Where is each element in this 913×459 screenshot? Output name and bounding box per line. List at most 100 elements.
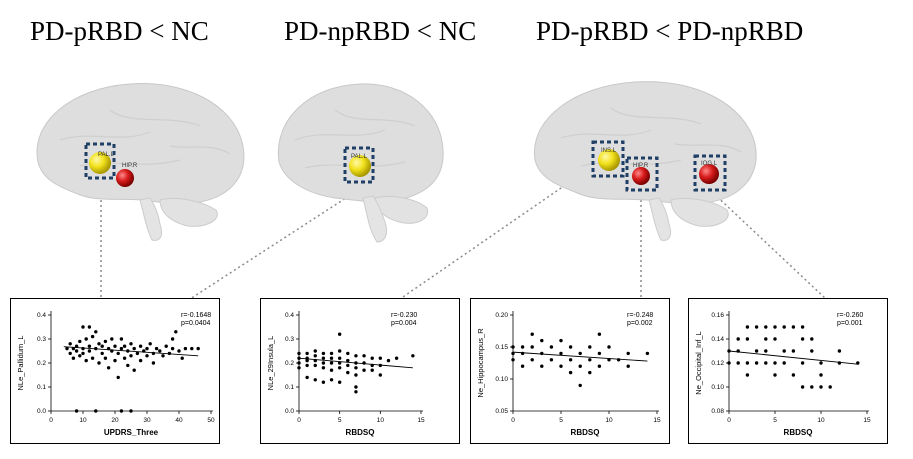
y-tick-label: 0.4 xyxy=(285,312,294,319)
data-point xyxy=(103,356,108,360)
data-point xyxy=(97,342,101,346)
data-point xyxy=(329,361,334,365)
data-point xyxy=(645,351,650,356)
data-point xyxy=(819,361,823,365)
x-tick-label: 0 xyxy=(727,417,731,424)
scatter-chart-occipital: 0 5 10 15 0.08 0.10 0.12 0.14 0.16 RBDSQ Ne_Occipi… xyxy=(694,311,871,437)
node-pal-l xyxy=(89,152,111,174)
y-tick-label: 0.2 xyxy=(37,360,46,367)
data-point xyxy=(113,358,117,363)
data-point xyxy=(578,351,582,356)
title-pd-nprbd-vs-nc: PD-npRBD < NC xyxy=(284,16,477,46)
data-point xyxy=(819,385,823,389)
roi-box-pal-l xyxy=(84,142,116,180)
data-point xyxy=(597,351,602,356)
data-point xyxy=(394,356,399,360)
data-point xyxy=(559,364,563,368)
data-point xyxy=(540,364,544,368)
data-point xyxy=(626,364,630,368)
data-point xyxy=(151,351,156,356)
y-tick-label: 0.1 xyxy=(37,384,46,391)
data-point xyxy=(626,351,630,356)
data-point xyxy=(764,325,768,329)
y-tick-label: 0.14 xyxy=(711,336,724,343)
data-point xyxy=(800,325,805,329)
data-point xyxy=(616,358,621,362)
data-point xyxy=(100,351,104,356)
y-tick-label: 0.1 xyxy=(285,384,294,391)
data-point xyxy=(110,337,114,341)
x-axis-label: RBDSQ xyxy=(571,428,600,437)
brain-cortex xyxy=(533,81,757,205)
data-point xyxy=(122,356,127,360)
label-pal-l: PAL.L xyxy=(98,152,115,158)
y-tick-label: 0.3 xyxy=(285,336,294,343)
data-point xyxy=(764,349,768,353)
scatter-panel-insula: 0 5 10 15 0.0 0.1 0.2 0.3 0.4 RBDSQ NLe_29Insula_L… xyxy=(260,298,460,444)
label-ins-l: INS.L xyxy=(601,148,617,154)
data-point xyxy=(329,356,334,360)
stat-p: p=0.0404 xyxy=(181,320,210,327)
data-point xyxy=(87,349,92,353)
data-point xyxy=(113,344,117,348)
data-point xyxy=(568,345,573,349)
roi-box-pal-l xyxy=(343,146,375,184)
data-point xyxy=(305,375,309,380)
data-point xyxy=(782,361,786,365)
scatter-panel-hippocampus: 0 5 10 15 0.05 0.10 0.15 0.20 RBDSQ Ne_Hippocampu… xyxy=(470,298,670,444)
stat-p: p=0.002 xyxy=(627,320,653,327)
data-point xyxy=(81,351,85,356)
x-tick-label: 15 xyxy=(863,417,871,424)
data-point xyxy=(158,349,162,353)
y-tick-label: 0.15 xyxy=(495,344,508,351)
data-point xyxy=(782,349,786,353)
data-point xyxy=(305,363,309,368)
data-point xyxy=(100,344,104,348)
data-point xyxy=(337,332,342,336)
data-point xyxy=(736,337,740,341)
data-point xyxy=(530,358,534,362)
data-point xyxy=(87,344,92,348)
data-point xyxy=(174,330,178,334)
data-point xyxy=(511,358,515,362)
data-point xyxy=(329,351,334,356)
data-point xyxy=(116,375,120,380)
node-pal-l xyxy=(349,155,371,177)
x-axis-label: RBDSQ xyxy=(784,428,813,437)
data-point xyxy=(132,368,136,372)
x-axis-label: RBDSQ xyxy=(346,428,375,437)
data-point xyxy=(297,366,301,370)
data-point xyxy=(78,354,82,358)
data-point xyxy=(297,356,301,360)
data-point xyxy=(151,361,156,365)
data-point xyxy=(773,361,777,365)
data-point xyxy=(530,332,534,336)
y-tick-label: 0.20 xyxy=(495,312,508,319)
node-ins-l xyxy=(598,149,620,171)
data-point xyxy=(145,354,149,358)
data-point xyxy=(386,358,391,363)
data-point xyxy=(337,366,342,370)
data-point xyxy=(578,364,582,368)
node-hip-r xyxy=(632,167,650,185)
data-point xyxy=(122,344,127,348)
data-point xyxy=(520,364,525,368)
data-point xyxy=(346,351,350,356)
roi-box-ins-l xyxy=(591,140,625,178)
data-point xyxy=(183,346,188,351)
data-point xyxy=(87,325,92,329)
data-point xyxy=(313,363,317,368)
data-point xyxy=(810,349,814,353)
data-point xyxy=(540,351,544,356)
data-point xyxy=(71,356,76,360)
data-point xyxy=(791,373,796,377)
data-point xyxy=(74,409,79,413)
brain-cerebellum xyxy=(670,197,729,227)
data-point xyxy=(337,356,342,360)
y-tick-label: 0.0 xyxy=(285,408,294,415)
data-point xyxy=(520,351,525,356)
data-point xyxy=(81,346,85,351)
data-point xyxy=(411,354,415,358)
data-point xyxy=(138,344,143,348)
data-point xyxy=(138,358,143,363)
